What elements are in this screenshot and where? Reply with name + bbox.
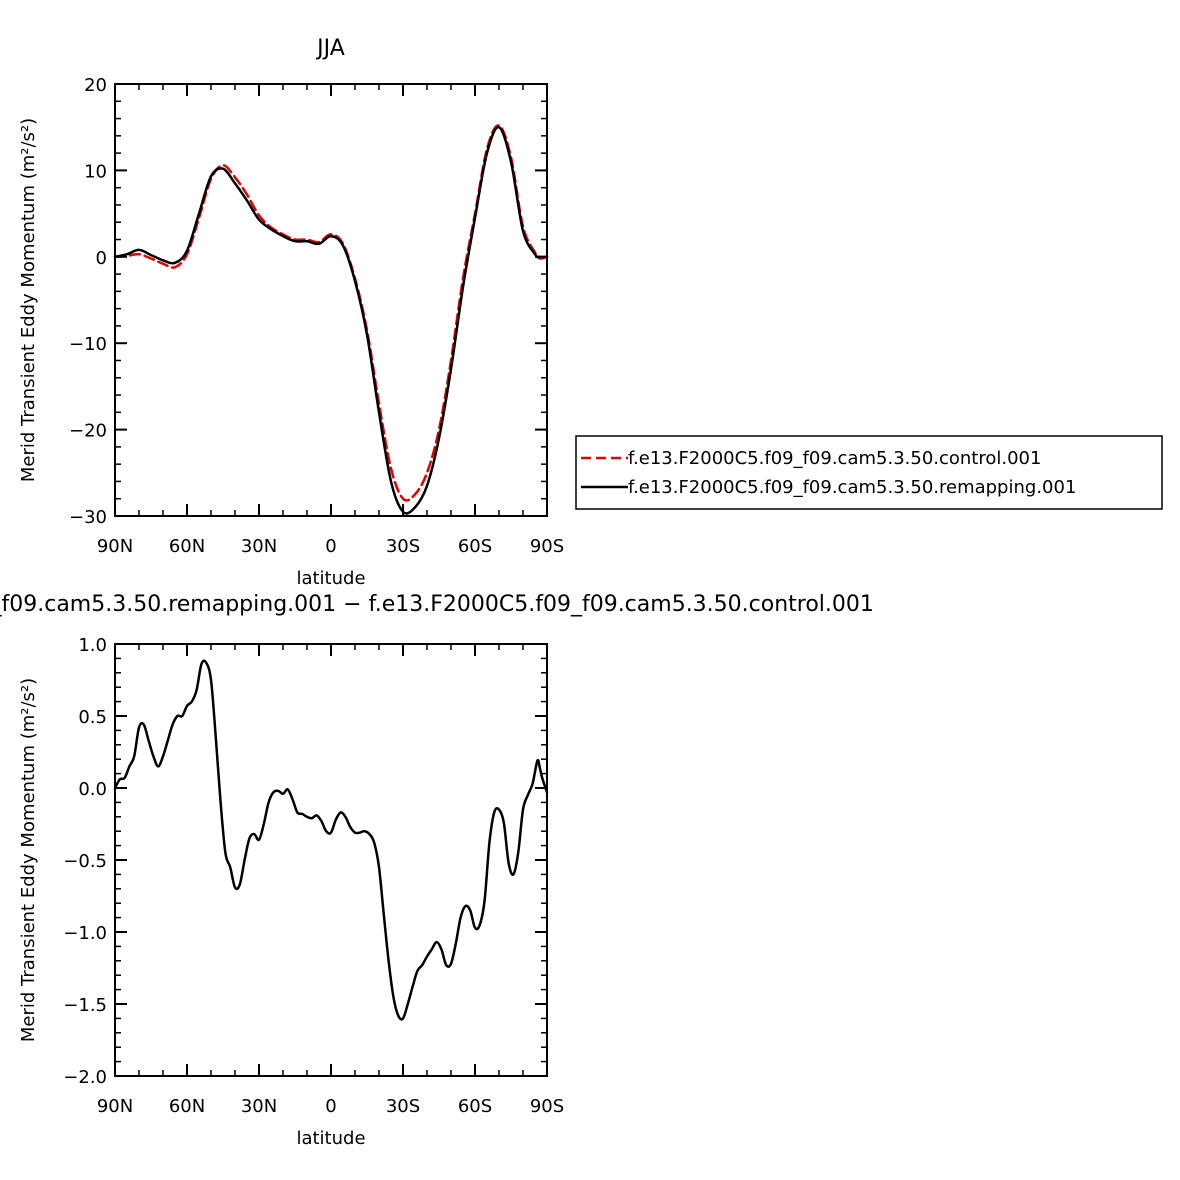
- bottom-chart-ticks: [114, 643, 548, 1077]
- bottom-chart-title: f.e13.F2000C5.f09_f09.cam5.3.50.remappin…: [0, 592, 874, 617]
- top-chart-title: JJA: [315, 36, 345, 61]
- top-y-tick-label: 0: [96, 248, 107, 269]
- top-y-tick-label: −10: [69, 334, 107, 355]
- legend-box: [575, 435, 1163, 510]
- bottom-series-line-0: [113, 659, 549, 1021]
- bottom-y-tick-label: −2.0: [63, 1067, 107, 1088]
- top-x-tick-label: 0: [325, 536, 336, 557]
- bottom-x-tick-label: 30N: [241, 1096, 277, 1117]
- bottom-y-tick-label: −1.5: [63, 995, 107, 1016]
- top-chart-legend: f.e13.F2000C5.f09_f09.cam5.3.50.control.…: [575, 435, 1163, 510]
- bottom-x-tick-label: 90N: [97, 1096, 133, 1117]
- top-chart-x-tick-labels: 90N 60N 30N 0 30S 60S 90S: [97, 536, 564, 557]
- bottom-x-tick-label: 90S: [530, 1096, 564, 1117]
- top-chart-plot-frame: [114, 83, 548, 517]
- top-chart-y-tick-labels: −30 −20 −10 0 10 20: [69, 75, 107, 528]
- bottom-chart-y-tick-labels: −2.0 −1.5 −1.0 −0.5 0.0 0.5 1.0: [63, 635, 107, 1088]
- top-x-tick-label: 60S: [458, 536, 492, 557]
- bottom-x-tick-label: 60S: [458, 1096, 492, 1117]
- top-x-tick-label: 90N: [97, 536, 133, 557]
- top-x-tick-label: 30N: [241, 536, 277, 557]
- bottom-x-tick-label: 0: [325, 1096, 336, 1117]
- bottom-chart-x-axis-label: latitude: [296, 1128, 365, 1149]
- top-x-tick-label: 30S: [386, 536, 420, 557]
- top-series-line-1: [113, 125, 549, 515]
- bottom-chart-plot-frame: [114, 643, 548, 1077]
- bottom-y-tick-label: 0.0: [78, 779, 107, 800]
- top-x-tick-label: 90S: [530, 536, 564, 557]
- top-chart-ticks: [114, 83, 548, 517]
- legend-label-remapping: f.e13.F2000C5.f09_f09.cam5.3.50.remappin…: [628, 477, 1076, 498]
- bottom-x-tick-label: 60N: [169, 1096, 205, 1117]
- top-x-tick-label: 60N: [169, 536, 205, 557]
- bottom-y-tick-label: −0.5: [63, 851, 107, 872]
- bottom-chart-y-axis-label: Merid Transient Eddy Momentum (m²/s²): [18, 678, 39, 1042]
- bottom-y-tick-label: 0.5: [78, 707, 107, 728]
- bottom-x-tick-label: 30S: [386, 1096, 420, 1117]
- top-chart-y-axis-label: Merid Transient Eddy Momentum (m²/s²): [18, 118, 39, 482]
- top-y-tick-label: 20: [84, 75, 107, 96]
- top-chart: JJA 90N 60N 30N 0 30S 60S 90S −30 −20 −10 0 10 20 l…: [18, 36, 1163, 589]
- top-y-tick-label: −20: [69, 421, 107, 442]
- top-y-tick-label: −30: [69, 507, 107, 528]
- bottom-chart-series-group: [113, 659, 549, 1021]
- bottom-chart: f.e13.F2000C5.f09_f09.cam5.3.50.remappin…: [0, 592, 874, 1149]
- bottom-y-tick-label: 1.0: [78, 635, 107, 656]
- legend-label-control: f.e13.F2000C5.f09_f09.cam5.3.50.control.…: [628, 448, 1041, 469]
- top-chart-x-axis-label: latitude: [296, 568, 365, 589]
- bottom-chart-x-tick-labels: 90N 60N 30N 0 30S 60S 90S: [97, 1096, 564, 1117]
- top-y-tick-label: 10: [84, 161, 107, 182]
- top-chart-series-group: [113, 124, 549, 515]
- bottom-y-tick-label: −1.0: [63, 923, 107, 944]
